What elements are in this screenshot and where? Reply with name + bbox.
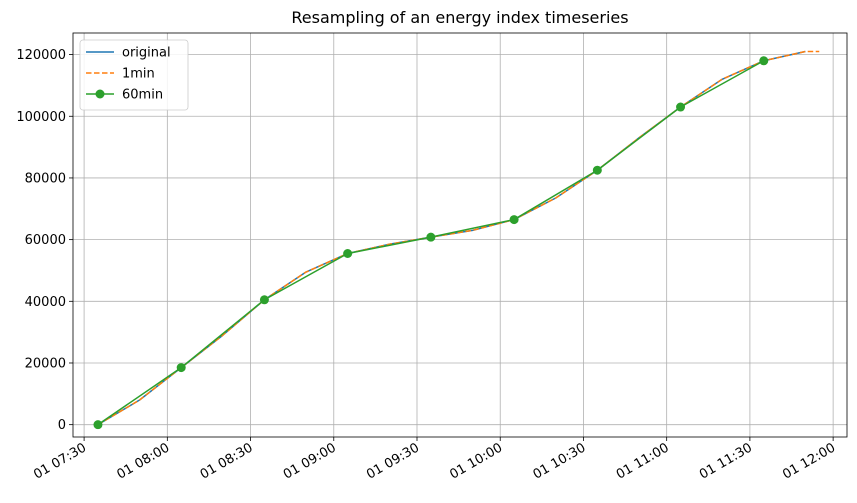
- x-tick-label: 01 10:30: [531, 440, 589, 482]
- x-tick-label: 01 11:00: [614, 440, 672, 482]
- data-point: [759, 56, 769, 66]
- x-tick-label: 01 09:00: [281, 440, 339, 482]
- data-point: [592, 165, 602, 175]
- series-group: [93, 50, 820, 430]
- chart-title: Resampling of an energy index timeseries: [291, 8, 628, 27]
- y-tick-label: 80000: [25, 171, 66, 186]
- x-tick-label: 01 08:00: [114, 440, 172, 482]
- data-point: [93, 420, 103, 430]
- x-tick-label: 01 07:30: [31, 440, 89, 482]
- legend-item-original: original: [86, 46, 171, 61]
- x-tick-label: 01 12:00: [780, 440, 838, 482]
- legend-label: original: [122, 46, 171, 61]
- x-tick-label: 01 10:00: [447, 440, 505, 482]
- legend-item-60min: 60min: [86, 88, 163, 103]
- x-tick-label: 01 08:30: [198, 440, 256, 482]
- y-tick-label: 40000: [25, 295, 66, 310]
- series-line-60min: [97, 60, 765, 426]
- series-line-original: [97, 50, 806, 426]
- legend-label: 1min: [122, 67, 155, 82]
- grid-lines: [73, 33, 847, 437]
- data-point: [343, 249, 353, 259]
- x-tick-label: 01 09:30: [364, 440, 422, 482]
- plot-frame: [72, 32, 848, 438]
- data-point: [676, 102, 686, 112]
- series-1min: [97, 50, 820, 426]
- series-original: [97, 50, 806, 426]
- legend-box: [79, 39, 189, 111]
- series-60min: [93, 56, 769, 430]
- y-tick-label: 0: [58, 418, 66, 433]
- y-tick-label: 100000: [16, 110, 66, 125]
- data-point: [426, 232, 436, 242]
- data-point: [509, 215, 519, 225]
- data-point: [259, 295, 269, 305]
- y-tick-label: 60000: [25, 233, 66, 248]
- y-tick-label: 120000: [16, 48, 66, 63]
- y-tick-label: 20000: [25, 356, 66, 371]
- legend-label: 60min: [122, 88, 163, 103]
- legend-marker: [95, 89, 105, 99]
- legend-item-1min: 1min: [86, 67, 155, 82]
- legend: original 1min 60min: [79, 39, 189, 111]
- data-point: [176, 363, 186, 373]
- series-line-1min: [97, 50, 820, 426]
- x-tick-label: 01 11:30: [697, 440, 755, 482]
